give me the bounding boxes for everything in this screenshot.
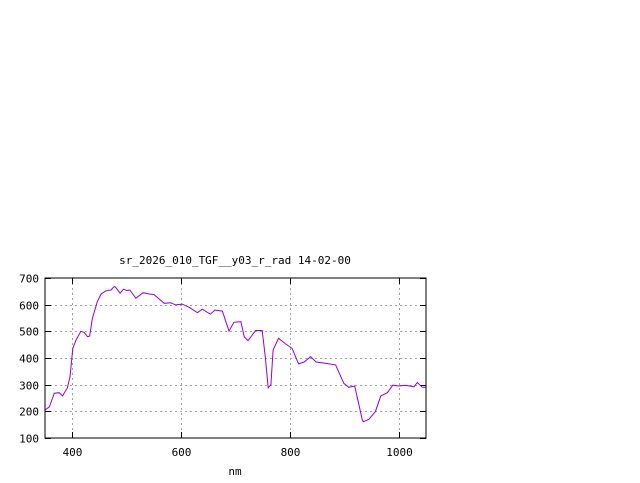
y-tick-label: 700 [19,273,39,286]
chart-title: sr_2026_010_TGF__y03_r_rad 14-02-00 [119,254,351,267]
x-tick-label: 1000 [386,446,413,459]
y-tick-label: 400 [19,353,39,366]
y-tick-label: 600 [19,300,39,313]
x-tick-label: 400 [63,446,83,459]
plot-frame [44,277,427,439]
x-tick-label: 600 [172,446,192,459]
y-tick-label: 100 [19,433,39,446]
y-tick-label: 500 [19,326,39,339]
y-tick-label: 300 [19,380,39,393]
y-tick-label: 200 [19,406,39,419]
series-line [44,286,426,423]
x-tick-label: 800 [281,446,301,459]
x-axis-label: nm [228,465,242,478]
